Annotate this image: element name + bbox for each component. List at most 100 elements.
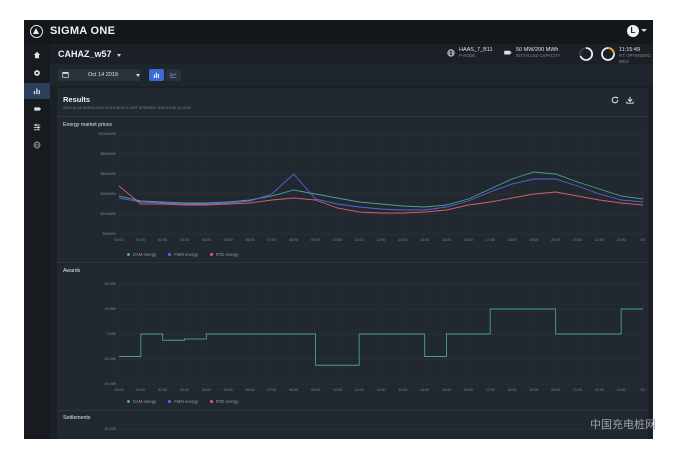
- x-tick-label: 16:00: [464, 238, 473, 242]
- site-name[interactable]: CAHAZ_w57: [58, 49, 112, 59]
- site-header: CAHAZ_w57 HAAS_7_B11 P-NODE 50 MW/200 MW…: [50, 44, 653, 64]
- legend-label: DAM energy: [133, 252, 157, 257]
- y-tick-label: -40 MW: [103, 382, 116, 386]
- legend-item-rtd[interactable]: RTD energy: [209, 252, 238, 257]
- series-line-fmm-energy: [118, 173, 644, 211]
- awards-chart: 40 MW 20 MW 0 MW -20 MW -40 MW 00:00 01:00 02:0…: [103, 282, 645, 392]
- x-tick-label: 01:00: [136, 388, 145, 392]
- x-tick-label: 20:00: [551, 238, 560, 242]
- line-chart-icon: [170, 72, 177, 78]
- x-tick-label: 04:00: [202, 238, 211, 242]
- date-picker[interactable]: Oct 14 2019: [58, 69, 140, 81]
- x-tick-label: 18:00: [508, 238, 517, 242]
- optimizing-progress-icon: [601, 47, 615, 61]
- x-tick-label: 17:00: [486, 238, 495, 242]
- divider: [57, 262, 648, 263]
- cycle-progress-icon: [579, 47, 594, 61]
- battery-icon: [504, 50, 512, 55]
- legend-dot: [127, 400, 130, 403]
- x-tick-label: 23:00: [617, 388, 626, 392]
- legend-item-dam[interactable]: DAM energy: [127, 252, 156, 257]
- x-tick-label: 08:00: [289, 388, 298, 392]
- legend-item-fmm[interactable]: FMM energy: [168, 252, 198, 257]
- sidebar-item-charts[interactable]: [24, 83, 50, 99]
- legend-item-dam[interactable]: DAM energy: [127, 399, 156, 404]
- x-tick-label: 07:00: [267, 238, 276, 242]
- site-dropdown-caret-icon[interactable]: [117, 54, 121, 57]
- x-tick-label: 14:00: [420, 388, 429, 392]
- energy-prices-chart: $100/MWh $80/MWh $60/MWh $40/MWh $20/MWh $0/M…: [99, 132, 646, 242]
- x-tick-label: 15:00: [442, 388, 451, 392]
- home-icon: [33, 51, 41, 59]
- x-tick-label: 14:00: [420, 238, 429, 242]
- view-line-button[interactable]: [166, 69, 181, 81]
- series-line-rtd-energy: [118, 185, 644, 214]
- pnode-label: P-NODE: [459, 53, 476, 58]
- settlements-chart: $1,000: [105, 427, 643, 431]
- awards-chart-title: Awards: [63, 268, 81, 274]
- app-window: SIGMA ONE L CAHAZ_w57 HAAS_7_B11 P-NO: [24, 20, 653, 439]
- x-tick-label: 22:00: [595, 388, 604, 392]
- x-tick-label: 22:00: [595, 238, 604, 242]
- x-tick-label: 12:00: [377, 238, 386, 242]
- x-tick-label: 04:00: [202, 388, 211, 392]
- battery-icon: [33, 107, 41, 111]
- x-tick-label: 11:00: [355, 238, 364, 242]
- sidebar-item-controls[interactable]: [24, 119, 50, 135]
- legend-item-rtd[interactable]: RTD energy: [209, 399, 239, 404]
- x-tick-label: 20:00: [551, 388, 560, 392]
- sidebar-item-globe[interactable]: [24, 137, 50, 153]
- y-tick-label: 0 MW: [107, 332, 117, 336]
- x-tick-label: 16:00: [464, 388, 473, 392]
- y-tick-label: $100/MWh: [99, 132, 116, 136]
- view-bar-button[interactable]: [149, 69, 164, 81]
- refresh-icon[interactable]: [611, 96, 619, 104]
- x-tick-label: 19:00: [529, 388, 538, 392]
- x-tick-label: 21:00: [573, 388, 582, 392]
- date-caret-icon[interactable]: [136, 74, 140, 77]
- legend-dot: [209, 253, 213, 256]
- results-panel: Results 2019-10-14 00:00 to 2019-10-15 0…: [57, 88, 648, 439]
- prices-legend: DAM energy FMM energy RTD energy: [127, 252, 238, 257]
- results-meta: 2019-10-14 00:00 to 2019-10-15 00:00 // …: [63, 106, 191, 110]
- results-title: Results: [63, 95, 91, 104]
- x-tick-label: 13:00: [398, 388, 407, 392]
- capacity-label: INSTALLED CAPACITY: [516, 53, 561, 58]
- legend-label: DAM energy: [133, 399, 157, 404]
- x-tick-label: 10:00: [333, 388, 342, 392]
- x-tick-label: 21:00: [573, 238, 582, 242]
- x-tick-label: 06:00: [246, 238, 255, 242]
- gear-icon: [34, 70, 40, 76]
- legend-dot: [168, 400, 172, 403]
- sidebar-item-settings[interactable]: [24, 65, 50, 81]
- capacity-value: 50 MW/200 MWh: [516, 47, 559, 53]
- x-tick-label: 08:00: [289, 238, 298, 242]
- sidebar-item-home[interactable]: [24, 47, 50, 63]
- legend-label: FMM energy: [174, 399, 198, 404]
- legend-item-fmm[interactable]: FMM energy: [168, 399, 198, 404]
- legend-label: RTD energy: [215, 399, 239, 404]
- user-menu-caret-icon[interactable]: [641, 29, 647, 32]
- app-title: SIGMA ONE: [50, 25, 116, 37]
- y-tick-label: 40 MW: [105, 282, 117, 286]
- globe-icon: [447, 49, 455, 57]
- x-tick-label: 05:00: [224, 238, 233, 242]
- x-tick-label: 18:00: [508, 388, 517, 392]
- download-icon[interactable]: [626, 96, 634, 104]
- time-value: 11:15:49: [619, 47, 641, 53]
- x-tick-label: 06:00: [246, 388, 255, 392]
- watermark: 中国充电桩网: [590, 419, 656, 431]
- divider: [57, 410, 648, 411]
- globe-icon: [33, 141, 41, 149]
- user-avatar[interactable]: L: [627, 25, 639, 37]
- sidebar-item-battery[interactable]: [24, 101, 50, 117]
- x-tick-label: 15:00: [442, 238, 451, 242]
- legend-dot: [127, 253, 130, 256]
- sliders-icon: [33, 123, 41, 131]
- x-tick-label: 01:00: [136, 238, 145, 242]
- x-tick-label: 09:00: [311, 238, 320, 242]
- y-tick-label: $40/MWh: [101, 192, 116, 196]
- x-tick-label: 02:00: [158, 238, 167, 242]
- x-tick-label: 03:00: [180, 388, 189, 392]
- pnode-value: HAAS_7_B11: [459, 47, 493, 53]
